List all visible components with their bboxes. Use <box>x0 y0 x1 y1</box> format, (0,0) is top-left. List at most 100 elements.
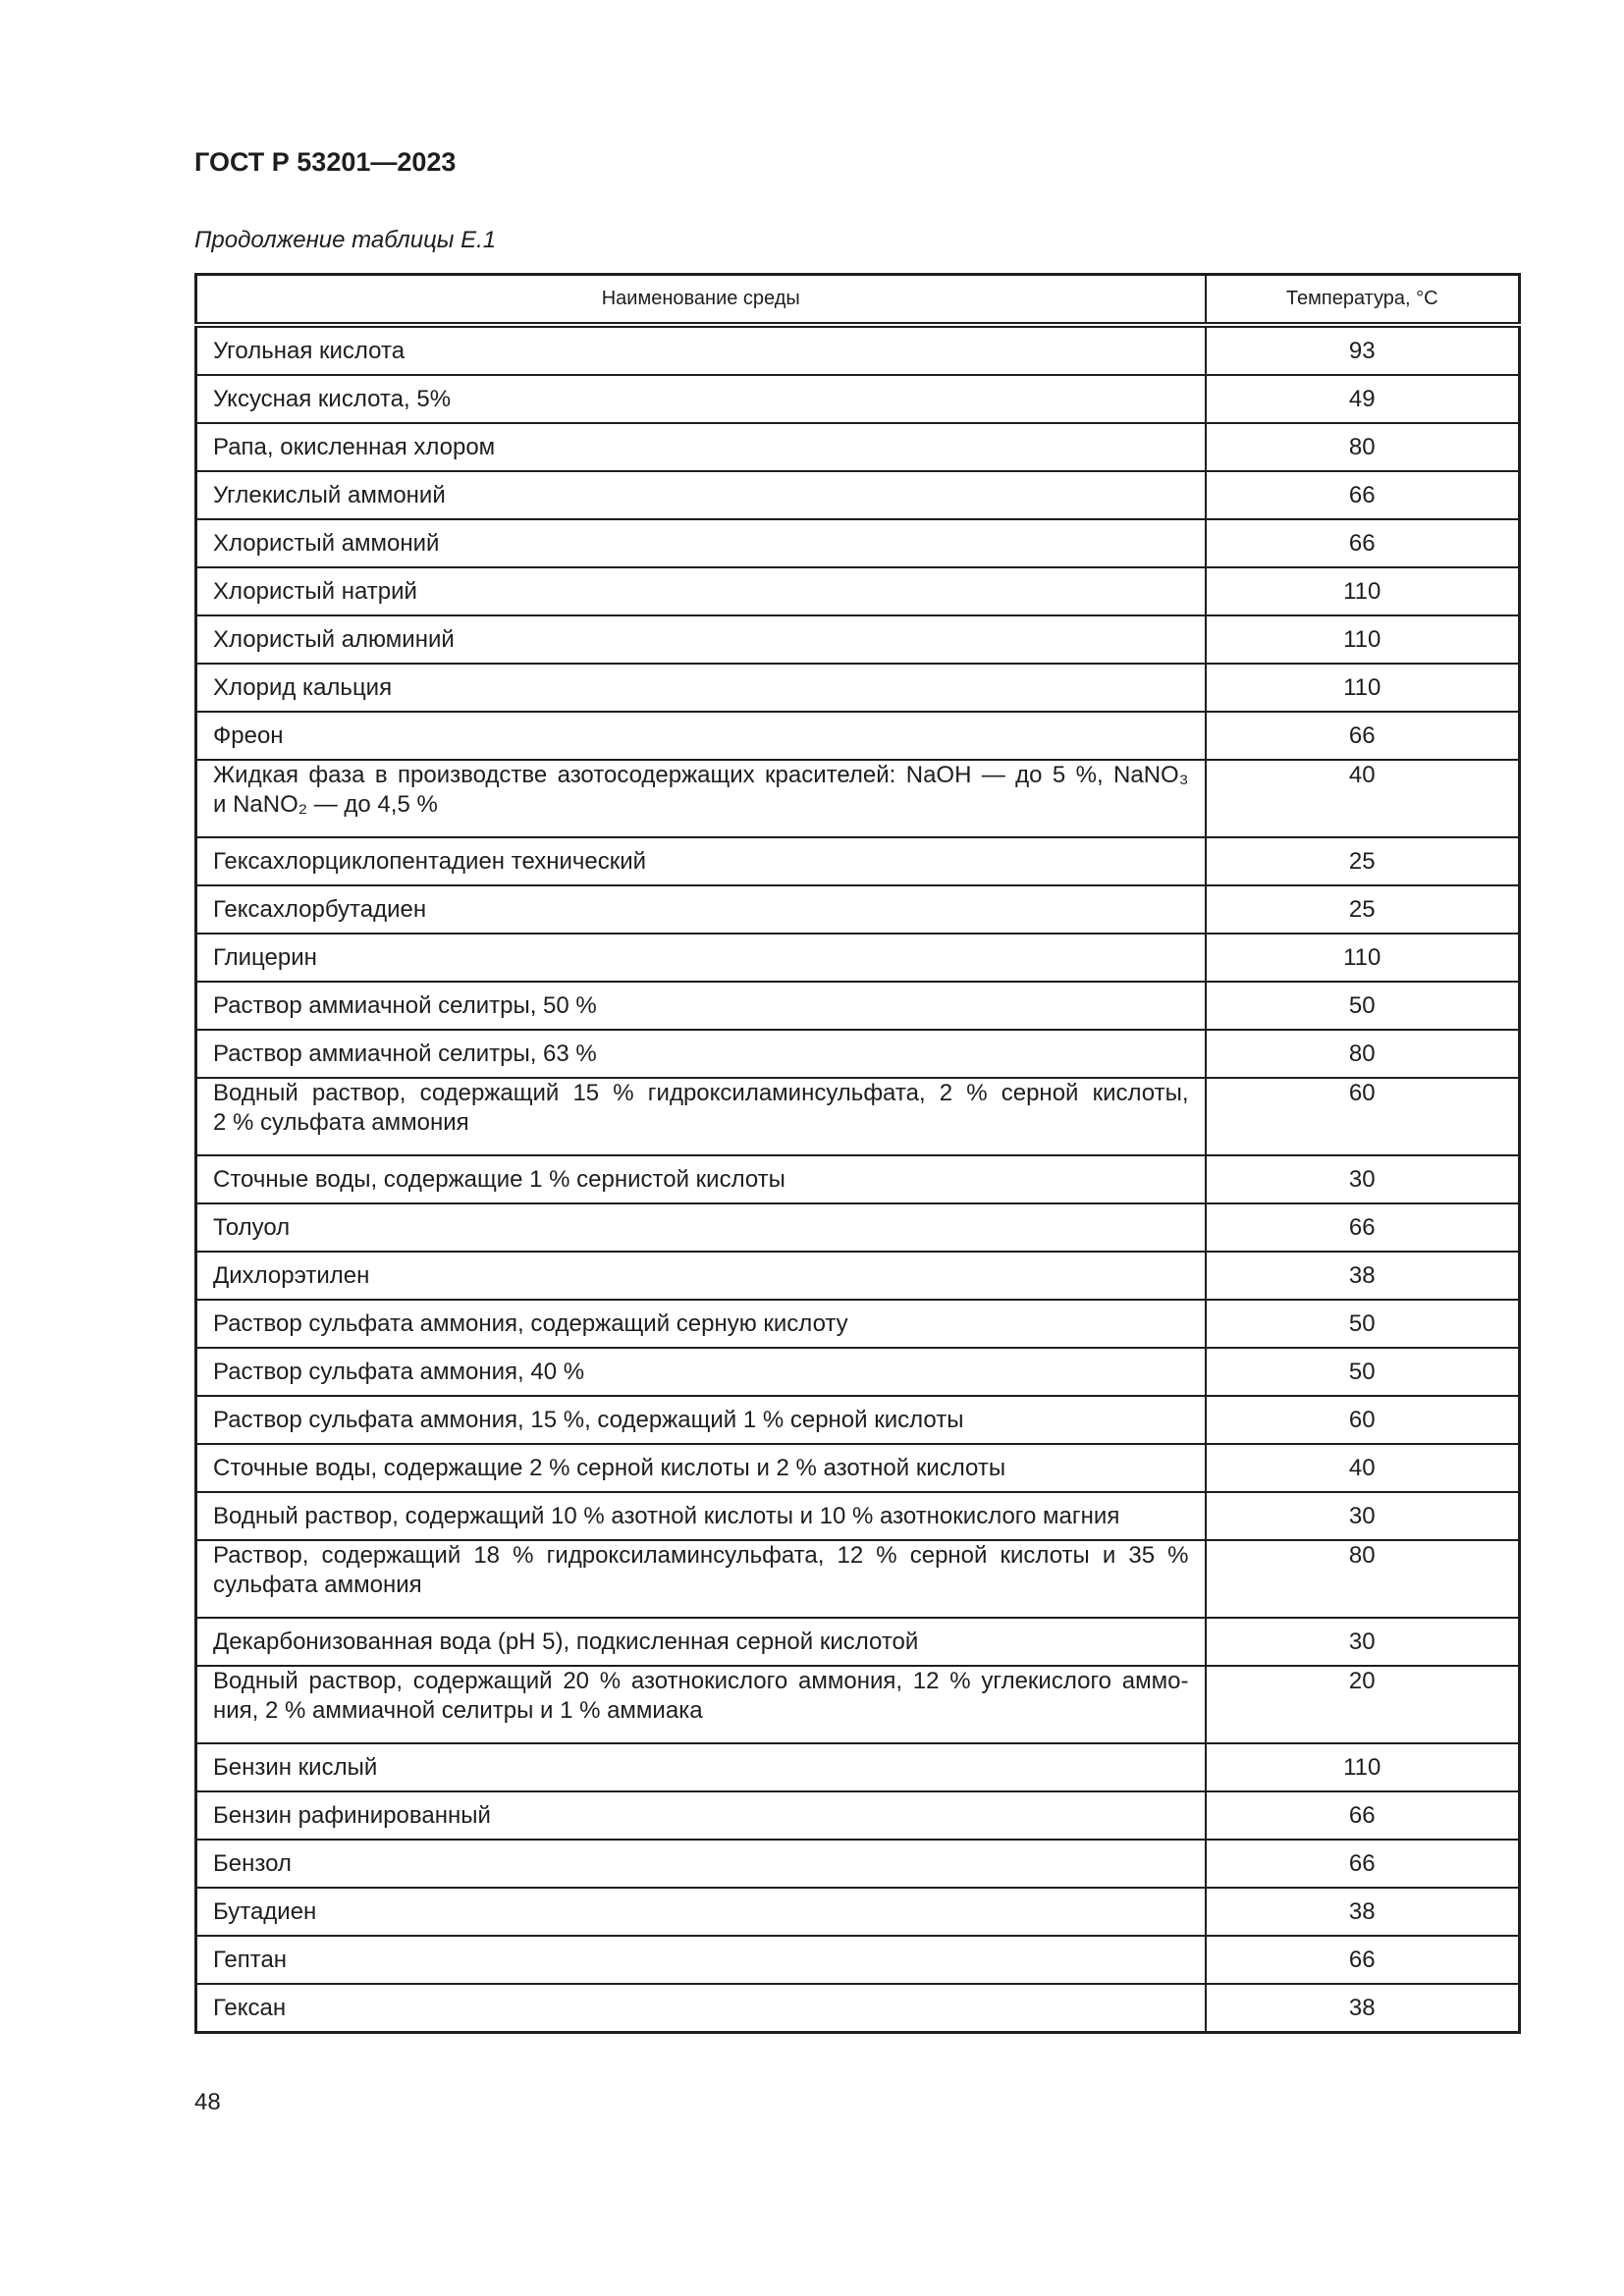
temperature-cell: 30 <box>1204 1154 1521 1204</box>
temperature-cell: 110 <box>1204 566 1521 616</box>
table-row: Раствор сульфата аммония, 15 %, содержащ… <box>194 1395 1521 1445</box>
temperature-cell: 66 <box>1204 1839 1521 1889</box>
table-row: Раствор, содержащий 18 % гидроксиламинсу… <box>194 1539 1521 1619</box>
medium-name-cell: Жидкая фаза в производстве азотосодержащ… <box>194 759 1207 838</box>
medium-name-cell: Раствор аммиачной селитры, 50 % <box>194 981 1207 1031</box>
table-row: Гексахлорциклопентадиен технический 25 <box>194 836 1521 886</box>
temperature-cell: 93 <box>1204 324 1521 376</box>
temperature-cell: 66 <box>1204 1202 1521 1253</box>
medium-name-text: Водный раствор, содержащий 10 % азотной … <box>213 1502 1120 1529</box>
temperature-cell: 30 <box>1204 1617 1521 1667</box>
medium-name-cell: Рапа, окисленная хлором <box>194 422 1207 472</box>
medium-name-text: Глицерин <box>213 943 317 971</box>
medium-name-cell: Дихлорэтилен <box>194 1251 1207 1301</box>
temperature-cell: 25 <box>1204 884 1521 934</box>
table-row: Хлористый натрий 110 <box>194 566 1521 616</box>
table-caption: Продолжение таблицы Е.1 <box>194 227 497 253</box>
medium-name-cell: Раствор аммиачной селитры, 63 % <box>194 1029 1207 1079</box>
table-row: Хлористый алюминий 110 <box>194 614 1521 665</box>
medium-name-text: Сточные воды, содержащие 2 % серной кисл… <box>213 1454 1006 1481</box>
temperature-cell: 40 <box>1204 1443 1521 1493</box>
temperature-cell: 80 <box>1204 1539 1521 1619</box>
medium-name-cell: Гексан <box>194 1983 1207 2034</box>
medium-name-text: Декарбонизованная вода (pH 5), подкислен… <box>213 1628 919 1655</box>
medium-name-cell: Гептан <box>194 1935 1207 1985</box>
medium-name-text: Гексахлорциклопентадиен технический <box>213 847 647 875</box>
medium-name-text: ния, 2 % аммиачной селитры и 1 % аммиака <box>213 1697 703 1724</box>
table-row: Водный раствор, содержащий 20 % азотноки… <box>194 1665 1521 1744</box>
medium-name-cell: Уксусная кислота, 5% <box>194 374 1207 424</box>
medium-name-text: 2 % сульфата аммония <box>213 1109 469 1136</box>
temperature-cell: 110 <box>1204 614 1521 665</box>
table-row: Раствор аммиачной селитры, 63 % 80 <box>194 1029 1521 1079</box>
temperature-cell: 66 <box>1204 470 1521 520</box>
medium-name-text: Рапа, окисленная хлором <box>213 433 496 460</box>
media-temperature-table: Наименование среды Температура, °С Уголь… <box>194 273 1521 2034</box>
medium-name-cell: Сточные воды, содержащие 2 % серной кисл… <box>194 1443 1207 1493</box>
medium-name-text: Хлористый натрий <box>213 577 417 605</box>
medium-name-cell: Раствор сульфата аммония, 40 % <box>194 1347 1207 1397</box>
medium-name-cell: Хлористый алюминий <box>194 614 1207 665</box>
document-title: ГОСТ Р 53201—2023 <box>194 147 457 177</box>
medium-name-text: Бензол <box>213 1849 292 1877</box>
medium-name-cell: Бензин рафинированный <box>194 1790 1207 1841</box>
table-row: Сточные воды, содержащие 2 % серной кисл… <box>194 1443 1521 1493</box>
medium-name-cell: Гексахлорциклопентадиен технический <box>194 836 1207 886</box>
temperature-cell: 50 <box>1204 1299 1521 1349</box>
medium-name-cell: Раствор сульфата аммония, содержащий сер… <box>194 1299 1207 1349</box>
medium-name-text: Бутадиен <box>213 1897 317 1925</box>
medium-name-text: Уксусная кислота, 5% <box>213 385 452 412</box>
medium-name-text: Раствор сульфата аммония, 40 % <box>213 1358 585 1385</box>
medium-name-text: Бензин рафинированный <box>213 1801 491 1829</box>
medium-name-cell: Гексахлорбутадиен <box>194 884 1207 934</box>
medium-name-text: Раствор, содержащий 18 % гидроксиламинсу… <box>213 1542 1189 1569</box>
temperature-cell: 110 <box>1204 933 1521 983</box>
temperature-cell: 60 <box>1204 1395 1521 1445</box>
temperature-cell: 38 <box>1204 1887 1521 1937</box>
table-row: Бензин рафинированный 66 <box>194 1790 1521 1841</box>
temperature-cell: 49 <box>1204 374 1521 424</box>
medium-name-text: Фреон <box>213 721 284 749</box>
medium-name-cell: Толуол <box>194 1202 1207 1253</box>
medium-name-cell: Сточные воды, содержащие 1 % сернистой к… <box>194 1154 1207 1204</box>
medium-name-text: Бензин кислый <box>213 1753 378 1781</box>
medium-name-cell: Раствор сульфата аммония, 15 %, содержащ… <box>194 1395 1207 1445</box>
temperature-cell: 30 <box>1204 1491 1521 1541</box>
medium-name-cell: Глицерин <box>194 933 1207 983</box>
medium-name-text: Раствор аммиачной селитры, 63 % <box>213 1040 597 1067</box>
medium-name-cell: Углекислый аммоний <box>194 470 1207 520</box>
medium-name-cell: Бутадиен <box>194 1887 1207 1937</box>
medium-name-cell: Водный раствор, содержащий 10 % азотной … <box>194 1491 1207 1541</box>
medium-name-cell: Хлорид кальция <box>194 663 1207 713</box>
temperature-cell: 66 <box>1204 518 1521 568</box>
medium-name-cell: Бензин кислый <box>194 1742 1207 1792</box>
table-row: Хлорид кальция 110 <box>194 663 1521 713</box>
medium-name-text: Толуол <box>213 1213 291 1241</box>
table-row: Водный раствор, содержащий 15 % гидрокси… <box>194 1077 1521 1156</box>
table-row: Сточные воды, содержащие 1 % сернистой к… <box>194 1154 1521 1204</box>
table-row: Гексан 38 <box>194 1983 1521 2034</box>
medium-name-text: Хлористый алюминий <box>213 625 455 653</box>
table-row: Бензин кислый 110 <box>194 1742 1521 1792</box>
temperature-cell: 66 <box>1204 1935 1521 1985</box>
medium-name-text: Хлористый аммоний <box>213 529 440 557</box>
medium-name-text: Сточные воды, содержащие 1 % сернистой к… <box>213 1165 785 1193</box>
temperature-cell: 66 <box>1204 711 1521 761</box>
medium-name-text: Гексан <box>213 1994 287 2021</box>
medium-name-text: сульфата аммония <box>213 1572 422 1598</box>
temperature-cell: 110 <box>1204 1742 1521 1792</box>
medium-name-cell: Раствор, содержащий 18 % гидроксиламинсу… <box>194 1539 1207 1619</box>
table-header-row: Наименование среды Температура, °С <box>194 273 1521 328</box>
medium-name-cell: Хлористый аммоний <box>194 518 1207 568</box>
medium-name-cell: Бензол <box>194 1839 1207 1889</box>
table-row: Дихлорэтилен 38 <box>194 1251 1521 1301</box>
medium-name-text: и NaNO₂ — до 4,5 % <box>213 791 438 818</box>
medium-name-text: Углекислый аммоний <box>213 481 446 508</box>
table-row: Жидкая фаза в производстве азотосодержащ… <box>194 759 1521 838</box>
table-row: Раствор сульфата аммония, содержащий сер… <box>194 1299 1521 1349</box>
temperature-cell: 50 <box>1204 1347 1521 1397</box>
temperature-cell: 80 <box>1204 1029 1521 1079</box>
medium-name-cell: Фреон <box>194 711 1207 761</box>
medium-name-text: Угольная кислота <box>213 337 406 364</box>
medium-name-text: Раствор аммиачной селитры, 50 % <box>213 991 597 1019</box>
